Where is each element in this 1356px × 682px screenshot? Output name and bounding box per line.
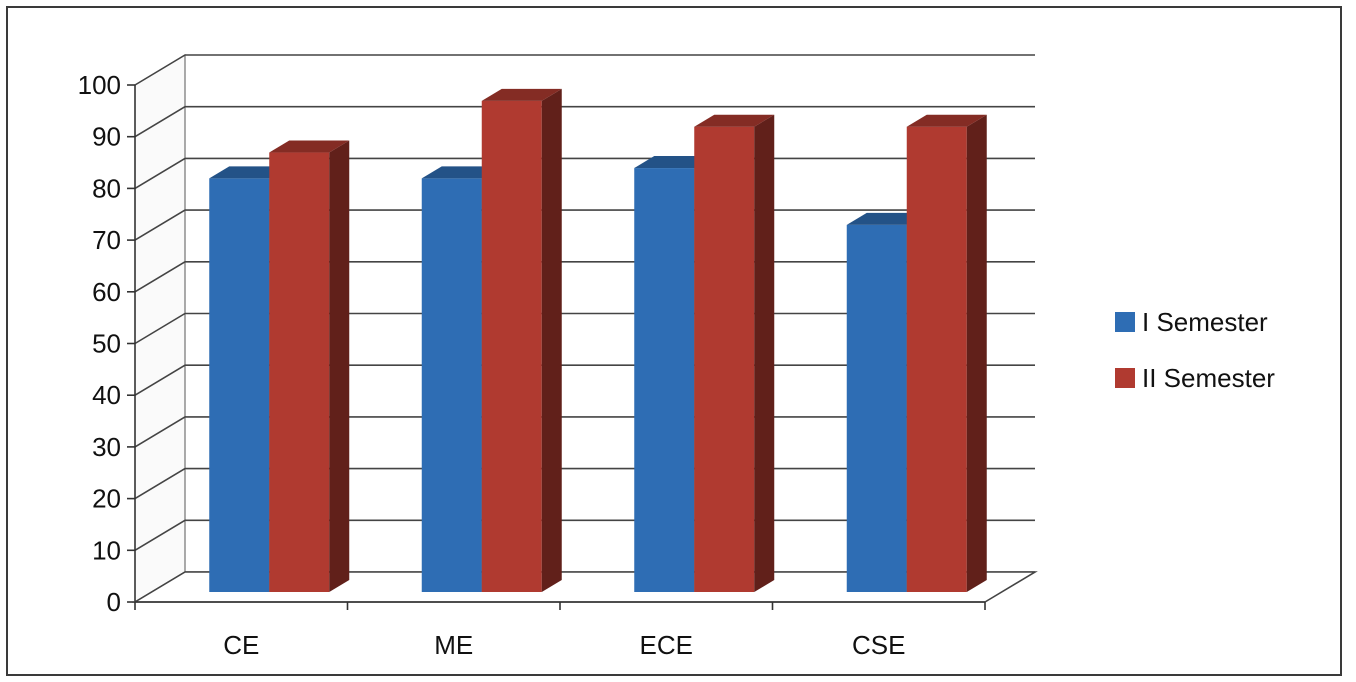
y-tick-label: 30 [92, 432, 121, 462]
x-tick-label: CSE [852, 630, 905, 660]
bar-front-face [846, 224, 907, 592]
y-tick-label: 60 [92, 277, 121, 307]
y-tick-label: 50 [92, 329, 121, 359]
bar-front-face [906, 126, 967, 592]
gridline [134, 54, 1035, 86]
y-tick-label: 70 [92, 225, 121, 255]
x-axis: CE ME ECE CSE [134, 601, 986, 660]
x-tick-label: ECE [640, 630, 693, 660]
bar-top-face [269, 140, 350, 153]
y-tick-label: 10 [92, 535, 121, 565]
legend-swatch [1115, 312, 1135, 332]
y-tick-label: 20 [92, 484, 121, 514]
legend: I Semester II Semester [1115, 307, 1275, 393]
bar-front-face [421, 178, 482, 592]
bar [269, 140, 350, 593]
bars [209, 88, 987, 593]
y-axis: 0 10 20 30 40 50 60 70 80 90 100 [78, 70, 136, 617]
y-tick-label: 80 [92, 173, 121, 203]
bar [694, 114, 775, 592]
bar-side-face [966, 114, 987, 592]
bar-front-face [634, 168, 695, 592]
legend-label: I Semester [1142, 307, 1268, 337]
gridline [134, 105, 1035, 138]
bar [481, 88, 562, 592]
bar [906, 114, 987, 592]
bar-side-face [541, 88, 562, 592]
legend-label: II Semester [1142, 363, 1275, 393]
bar-front-face [694, 126, 755, 592]
x-tick-label: CE [223, 630, 259, 660]
y-tick-label: 0 [107, 587, 121, 617]
bar-front-face [269, 152, 330, 593]
y-tick-label: 90 [92, 122, 121, 152]
x-tick-label: ME [434, 630, 473, 660]
bar-front-face [481, 100, 542, 592]
bar-top-face [694, 114, 775, 127]
legend-swatch [1115, 368, 1135, 388]
y-tick-label: 40 [92, 380, 121, 410]
bar-top-face [906, 114, 987, 127]
bar-front-face [209, 178, 270, 592]
bar-side-face [329, 140, 350, 593]
y-tick-label: 100 [78, 70, 121, 100]
bar-side-face [754, 114, 775, 592]
bar-top-face [481, 88, 562, 101]
